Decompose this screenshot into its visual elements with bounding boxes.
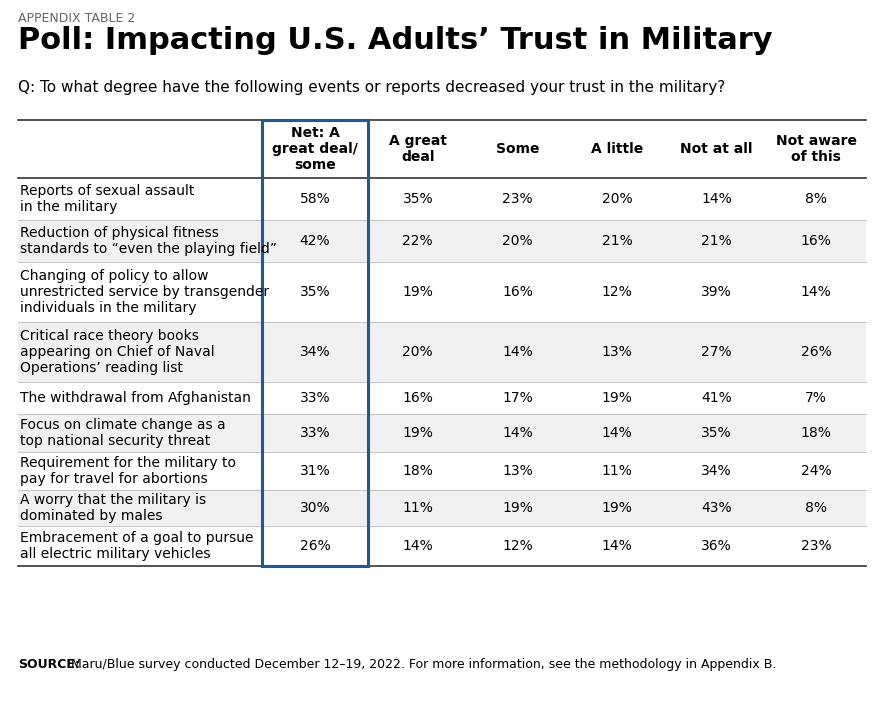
Text: 19%: 19% (602, 391, 632, 405)
Text: 14%: 14% (502, 426, 533, 440)
Text: Some: Some (496, 142, 539, 156)
Text: 23%: 23% (801, 539, 832, 553)
Text: 24%: 24% (801, 464, 832, 478)
Text: Poll: Impacting U.S. Adults’ Trust in Military: Poll: Impacting U.S. Adults’ Trust in Mi… (18, 26, 773, 55)
Text: 31%: 31% (300, 464, 331, 478)
Text: 18%: 18% (801, 426, 832, 440)
Text: Not aware
of this: Not aware of this (775, 134, 857, 164)
Text: 30%: 30% (300, 501, 331, 515)
Text: Reports of sexual assault
in the military: Reports of sexual assault in the militar… (20, 184, 194, 214)
Text: 7%: 7% (805, 391, 827, 405)
Text: Reduction of physical fitness
standards to “even the playing field”: Reduction of physical fitness standards … (20, 226, 277, 256)
Text: Not at all: Not at all (681, 142, 753, 156)
Text: 19%: 19% (602, 501, 632, 515)
Text: 41%: 41% (701, 391, 732, 405)
Text: Requirement for the military to
pay for travel for abortions: Requirement for the military to pay for … (20, 456, 236, 486)
Text: 14%: 14% (402, 539, 433, 553)
Text: 23%: 23% (502, 192, 533, 206)
Text: 14%: 14% (602, 539, 632, 553)
Text: The withdrawal from Afghanistan: The withdrawal from Afghanistan (20, 391, 251, 405)
Text: 14%: 14% (701, 192, 732, 206)
Text: 33%: 33% (300, 426, 331, 440)
Text: 35%: 35% (701, 426, 732, 440)
Text: 21%: 21% (701, 234, 732, 248)
Text: 12%: 12% (502, 539, 533, 553)
Text: 20%: 20% (402, 345, 433, 359)
Text: Net: A
great deal/
some: Net: A great deal/ some (272, 126, 358, 172)
Text: 33%: 33% (300, 391, 331, 405)
Text: 26%: 26% (801, 345, 832, 359)
Text: 20%: 20% (502, 234, 533, 248)
Text: 22%: 22% (402, 234, 433, 248)
Bar (18, 414, 866, 452)
Text: 18%: 18% (402, 464, 433, 478)
Text: 42%: 42% (300, 234, 331, 248)
Text: 17%: 17% (502, 391, 533, 405)
Text: 19%: 19% (502, 501, 533, 515)
Bar (262, 120, 368, 566)
Text: 11%: 11% (602, 464, 632, 478)
Text: 43%: 43% (701, 501, 732, 515)
Text: 39%: 39% (701, 285, 732, 299)
Text: 35%: 35% (402, 192, 433, 206)
Text: 16%: 16% (402, 391, 433, 405)
Text: 34%: 34% (300, 345, 331, 359)
Text: Focus on climate change as a
top national security threat: Focus on climate change as a top nationa… (20, 418, 225, 448)
Text: 16%: 16% (502, 285, 533, 299)
Text: 8%: 8% (805, 501, 827, 515)
Text: 35%: 35% (300, 285, 331, 299)
Text: 58%: 58% (300, 192, 331, 206)
Text: 13%: 13% (602, 345, 632, 359)
Text: APPENDIX TABLE 2: APPENDIX TABLE 2 (18, 12, 135, 25)
Bar (18, 220, 866, 262)
Text: 26%: 26% (300, 539, 331, 553)
Text: 27%: 27% (701, 345, 732, 359)
Text: 14%: 14% (602, 426, 632, 440)
Text: 16%: 16% (801, 234, 832, 248)
Text: 14%: 14% (801, 285, 832, 299)
Text: Maru/Blue survey conducted December 12–19, 2022. For more information, see the m: Maru/Blue survey conducted December 12–1… (67, 658, 776, 671)
Text: Changing of policy to allow
unrestricted service by transgender
individuals in t: Changing of policy to allow unrestricted… (20, 269, 269, 315)
Text: A little: A little (591, 142, 644, 156)
Text: SOURCE:: SOURCE: (18, 658, 80, 671)
Text: 12%: 12% (602, 285, 632, 299)
Bar (18, 322, 866, 382)
Text: 34%: 34% (701, 464, 732, 478)
Bar (18, 490, 866, 526)
Text: 21%: 21% (602, 234, 632, 248)
Text: 20%: 20% (602, 192, 632, 206)
Text: Q: To what degree have the following events or reports decreased your trust in t: Q: To what degree have the following eve… (18, 80, 725, 95)
Text: 11%: 11% (402, 501, 433, 515)
Text: 19%: 19% (402, 426, 433, 440)
Text: 14%: 14% (502, 345, 533, 359)
Text: 19%: 19% (402, 285, 433, 299)
Text: A great
deal: A great deal (389, 134, 446, 164)
Text: Critical race theory books
appearing on Chief of Naval
Operations’ reading list: Critical race theory books appearing on … (20, 329, 215, 375)
Text: 36%: 36% (701, 539, 732, 553)
Text: Embracement of a goal to pursue
all electric military vehicles: Embracement of a goal to pursue all elec… (20, 531, 254, 561)
Text: 13%: 13% (502, 464, 533, 478)
Text: 8%: 8% (805, 192, 827, 206)
Text: A worry that the military is
dominated by males: A worry that the military is dominated b… (20, 493, 206, 523)
